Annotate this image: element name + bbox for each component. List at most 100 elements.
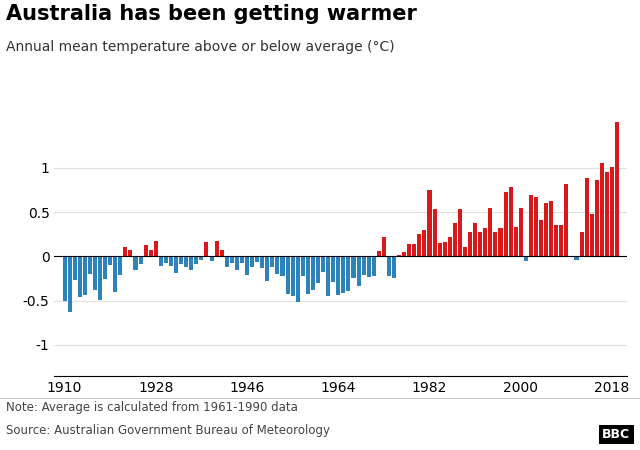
Bar xyxy=(148,250,153,256)
Bar xyxy=(73,256,77,280)
Bar xyxy=(529,195,533,256)
Bar xyxy=(392,256,396,278)
Bar xyxy=(291,256,294,296)
Bar xyxy=(417,234,421,256)
Bar xyxy=(493,232,497,256)
Bar xyxy=(296,256,300,302)
Bar xyxy=(113,256,117,292)
Bar xyxy=(230,256,234,262)
Bar xyxy=(245,256,249,275)
Bar xyxy=(499,228,502,256)
Bar xyxy=(402,252,406,256)
Bar xyxy=(412,244,417,256)
Bar xyxy=(478,232,482,256)
Bar xyxy=(575,256,579,260)
Bar xyxy=(209,256,214,261)
Bar xyxy=(93,256,97,290)
Bar xyxy=(422,230,426,256)
Bar xyxy=(463,248,467,256)
Bar xyxy=(488,207,492,256)
Bar xyxy=(428,190,431,256)
Bar xyxy=(524,256,528,261)
Text: BBC: BBC xyxy=(602,428,630,441)
Bar xyxy=(387,256,391,276)
Text: Annual mean temperature above or below average (°C): Annual mean temperature above or below a… xyxy=(6,40,395,54)
Bar xyxy=(605,172,609,256)
Bar xyxy=(544,203,548,256)
Bar xyxy=(321,256,325,272)
Bar xyxy=(108,256,112,265)
Bar xyxy=(356,256,360,285)
Bar xyxy=(377,251,381,256)
Bar xyxy=(138,256,143,264)
Bar xyxy=(250,256,254,267)
Bar xyxy=(367,256,371,277)
Bar xyxy=(331,256,335,282)
Bar xyxy=(453,223,457,256)
Bar xyxy=(129,250,132,256)
Bar xyxy=(504,192,508,256)
Bar xyxy=(539,220,543,256)
Bar xyxy=(433,209,436,256)
Text: Note: Average is calculated from 1961-1990 data: Note: Average is calculated from 1961-19… xyxy=(6,401,298,414)
Bar xyxy=(407,244,412,256)
Bar xyxy=(214,241,219,256)
Bar xyxy=(519,207,523,256)
Bar xyxy=(311,256,315,290)
Bar xyxy=(270,256,275,267)
Bar xyxy=(255,256,259,261)
Bar xyxy=(351,256,355,279)
Bar xyxy=(68,256,72,312)
Bar xyxy=(260,256,264,268)
Bar xyxy=(615,122,619,256)
Bar xyxy=(83,256,87,295)
Bar xyxy=(382,237,386,256)
Bar xyxy=(600,163,604,256)
Bar xyxy=(200,256,204,260)
Bar xyxy=(98,256,102,300)
Bar xyxy=(514,227,518,256)
Bar xyxy=(306,256,310,294)
Bar xyxy=(164,256,168,263)
Bar xyxy=(154,241,158,256)
Bar xyxy=(235,256,239,270)
Bar xyxy=(509,187,513,256)
Bar xyxy=(564,184,568,256)
Bar xyxy=(189,256,193,270)
Bar xyxy=(570,256,573,257)
Bar xyxy=(184,256,188,267)
Bar xyxy=(468,232,472,256)
Bar xyxy=(534,197,538,256)
Bar xyxy=(559,225,563,256)
Bar xyxy=(397,255,401,256)
Bar xyxy=(580,232,584,256)
Bar xyxy=(316,256,320,283)
Bar xyxy=(473,223,477,256)
Bar xyxy=(554,225,558,256)
Bar xyxy=(174,256,178,273)
Bar xyxy=(265,256,269,281)
Bar xyxy=(179,256,183,264)
Bar xyxy=(134,256,138,270)
Text: Source: Australian Government Bureau of Meteorology: Source: Australian Government Bureau of … xyxy=(6,424,330,437)
Bar xyxy=(63,256,67,301)
Bar xyxy=(549,201,553,256)
Bar xyxy=(301,256,305,276)
Bar xyxy=(584,178,589,256)
Bar xyxy=(195,256,198,264)
Bar xyxy=(77,256,82,297)
Bar xyxy=(443,242,447,256)
Bar xyxy=(610,167,614,256)
Bar xyxy=(346,256,351,291)
Bar xyxy=(204,242,209,256)
Bar xyxy=(143,245,148,256)
Bar xyxy=(458,209,462,256)
Bar xyxy=(124,248,127,256)
Bar xyxy=(589,214,594,256)
Bar xyxy=(341,256,346,292)
Bar xyxy=(275,256,280,274)
Bar xyxy=(285,256,290,294)
Bar xyxy=(362,256,365,275)
Bar xyxy=(438,243,442,256)
Bar xyxy=(103,256,107,279)
